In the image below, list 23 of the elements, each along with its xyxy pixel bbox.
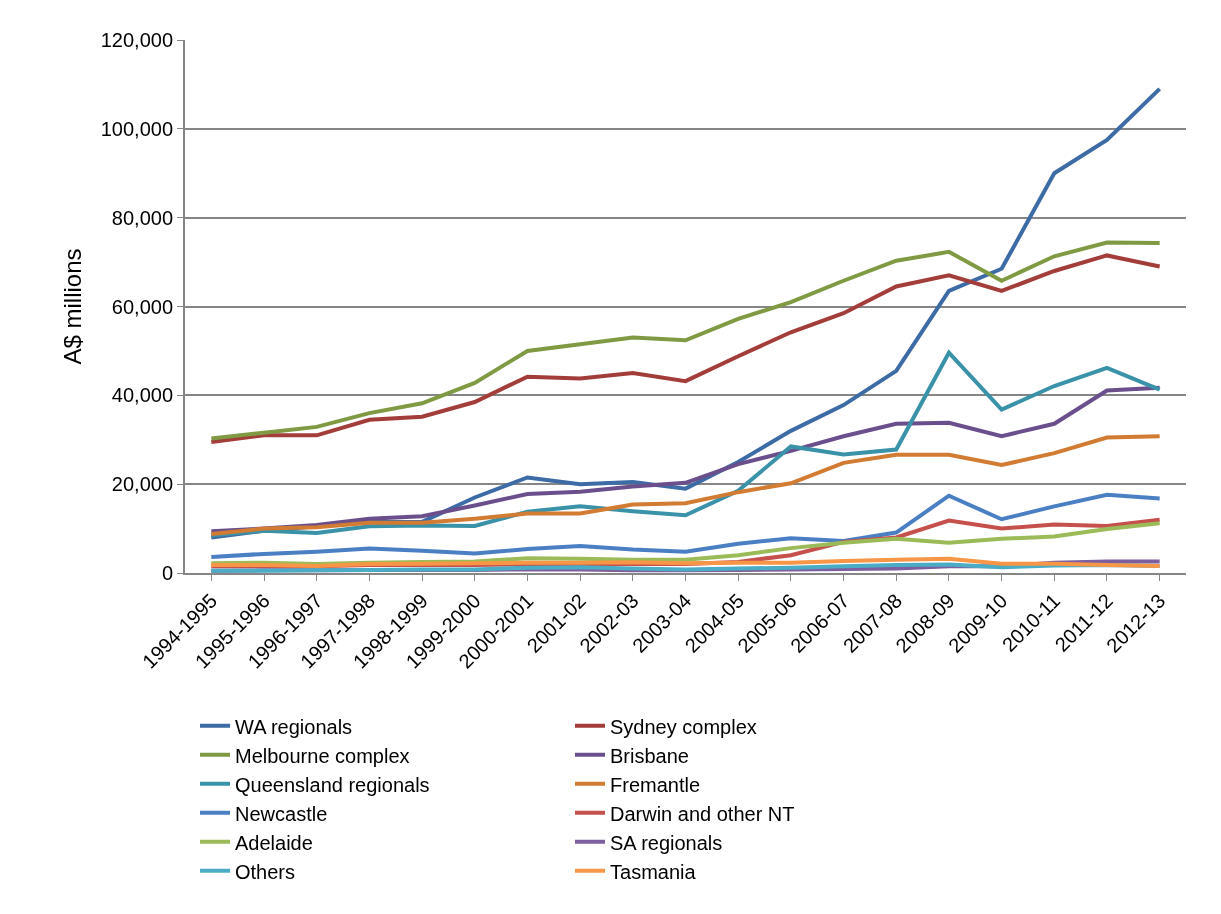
- y-axis-title: A$ millions: [59, 248, 87, 365]
- legend-label: Adelaide: [235, 831, 313, 854]
- line-series: [209, 492, 1162, 560]
- legend-label: Others: [235, 860, 296, 883]
- y-tick-label: 20,000: [111, 473, 173, 496]
- y-tick-label: 80,000: [111, 206, 173, 229]
- y-tick-label: 100,000: [100, 117, 173, 140]
- legend-label: SA regionals: [610, 831, 723, 854]
- y-tick-label: 60,000: [111, 295, 173, 318]
- y-tick-label: 40,000: [111, 384, 173, 407]
- legend-label: Darwin and other NT: [610, 802, 795, 825]
- y-tick-label: 120,000: [100, 29, 173, 51]
- y-tick-label: 0: [161, 562, 173, 584]
- legend-label: Sydney complex: [610, 715, 757, 738]
- legend-label: Tasmania: [610, 860, 697, 883]
- legend-label: WA regionals: [235, 715, 353, 738]
- line-series: [209, 556, 1162, 568]
- legend-label: Brisbane: [610, 744, 689, 767]
- legend-label: Queensland regionals: [235, 773, 430, 796]
- line-series: [209, 434, 1162, 536]
- legend-label: Fremantle: [610, 773, 701, 796]
- legend-label: Melbourne complex: [235, 744, 410, 767]
- legend-label: Newcastle: [235, 802, 328, 825]
